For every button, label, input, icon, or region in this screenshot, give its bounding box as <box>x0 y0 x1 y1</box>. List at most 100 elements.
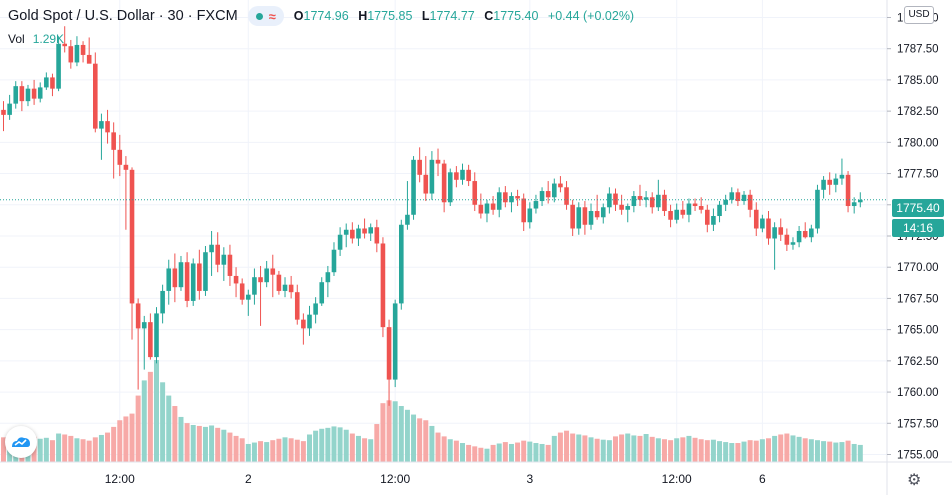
candle-body <box>839 174 845 179</box>
candle-body <box>521 198 526 223</box>
volume-bar <box>178 416 184 462</box>
currency-button[interactable]: USD <box>904 6 934 24</box>
candle-body <box>411 159 416 215</box>
volume-bar <box>857 444 863 462</box>
candle-body <box>760 218 765 229</box>
candle-body <box>778 227 784 235</box>
candle-body <box>533 201 539 209</box>
volume-bar <box>619 434 625 462</box>
candle-body <box>203 252 208 291</box>
candle-body <box>441 163 447 203</box>
candle-body <box>337 234 343 250</box>
candle-body <box>215 244 220 265</box>
volume-bar <box>668 440 674 462</box>
volume-bar <box>613 436 618 462</box>
volume-bar <box>62 434 68 462</box>
candle-body <box>545 191 551 198</box>
volume-bar <box>747 440 753 462</box>
volume-bar <box>717 441 723 462</box>
volume-bar <box>496 443 502 462</box>
volume-bar <box>435 432 441 462</box>
volume-bar <box>502 442 508 462</box>
candle-body <box>154 313 159 358</box>
candle-body <box>484 203 490 214</box>
candle-body <box>239 283 245 300</box>
volume-bar <box>778 434 784 462</box>
candle-body <box>184 262 190 301</box>
volume-bar <box>209 425 215 462</box>
price-axis[interactable]: 1755.00 1757.50 1760.00 1762.50 1765.00 1767.… <box>886 0 952 495</box>
volume-bar <box>417 418 423 462</box>
price-tick-label: 1760.00 <box>897 387 939 399</box>
volume-bar <box>49 440 55 462</box>
price-tick-label: 1785.00 <box>897 75 939 87</box>
volume-bar <box>827 441 833 462</box>
candle-body <box>392 303 398 380</box>
candle-body <box>564 187 569 205</box>
volume-bar <box>202 426 208 462</box>
volume-bar <box>56 433 62 462</box>
volume-bar <box>570 433 576 462</box>
volume-bar <box>429 425 435 462</box>
candle-body <box>472 181 478 205</box>
candle-body <box>802 231 808 238</box>
candle-body <box>490 203 496 210</box>
candle-body <box>19 86 25 102</box>
volume-bar <box>796 436 802 462</box>
volume-bar <box>239 438 245 462</box>
candle-body <box>1 109 6 115</box>
volume-bar <box>441 436 447 462</box>
volume-bar <box>80 439 86 462</box>
candle-body <box>301 319 306 329</box>
time-tick-label: 3 <box>526 472 533 486</box>
candle-body <box>325 272 331 283</box>
candle-body <box>7 103 12 115</box>
candle-body <box>31 88 37 99</box>
candle-body <box>93 63 98 129</box>
volume-bars <box>1 360 863 462</box>
volume-bar <box>808 439 814 462</box>
candle-body <box>111 132 116 150</box>
time-tick-label: 12:00 <box>380 472 410 486</box>
candle-body <box>656 194 661 208</box>
volume-bar <box>466 444 472 462</box>
candle-body <box>178 262 184 288</box>
candle-body <box>527 208 533 223</box>
candle-body <box>417 159 422 175</box>
volume-bar <box>398 406 404 462</box>
candle-body <box>637 196 643 200</box>
volume-bar <box>637 435 643 462</box>
gear-icon[interactable]: ⚙ <box>907 472 922 489</box>
volume-bar <box>362 438 368 462</box>
volume-bar <box>527 441 533 462</box>
status-pill[interactable]: ≈ <box>247 6 284 26</box>
volume-bar <box>368 439 374 462</box>
price-tick-label: 1762.50 <box>897 356 939 368</box>
bar-countdown-tag: 14:16 <box>892 219 944 237</box>
candle-body <box>13 86 19 104</box>
time-axis[interactable]: 12:00 2 12:00 3 12:00 6 <box>0 461 952 486</box>
candle-body <box>503 192 508 203</box>
volume-bar <box>129 413 135 462</box>
volume-bar <box>43 437 49 462</box>
volume-bar <box>447 439 453 462</box>
candle-body <box>815 189 820 229</box>
volume-bar <box>557 432 563 462</box>
volume-value: 1.29K <box>32 32 65 46</box>
volume-bar <box>735 443 741 462</box>
volume-label[interactable]: Vol <box>8 32 25 46</box>
time-tick-label: 12:00 <box>105 472 135 486</box>
volume-bar <box>515 442 521 462</box>
volume-bar <box>331 426 337 462</box>
candle-body <box>129 169 135 304</box>
candle-body <box>44 77 49 88</box>
volume-bar <box>453 440 459 462</box>
symbol-title[interactable]: Gold Spot / U.S. Dollar · 30 · FXCM <box>8 8 238 24</box>
volume-bar <box>190 424 196 462</box>
tradingview-logo-icon[interactable] <box>5 426 37 458</box>
volume-bar <box>759 439 765 462</box>
candle-body <box>264 268 269 283</box>
candle-body <box>753 209 759 229</box>
volume-bar <box>221 429 227 462</box>
